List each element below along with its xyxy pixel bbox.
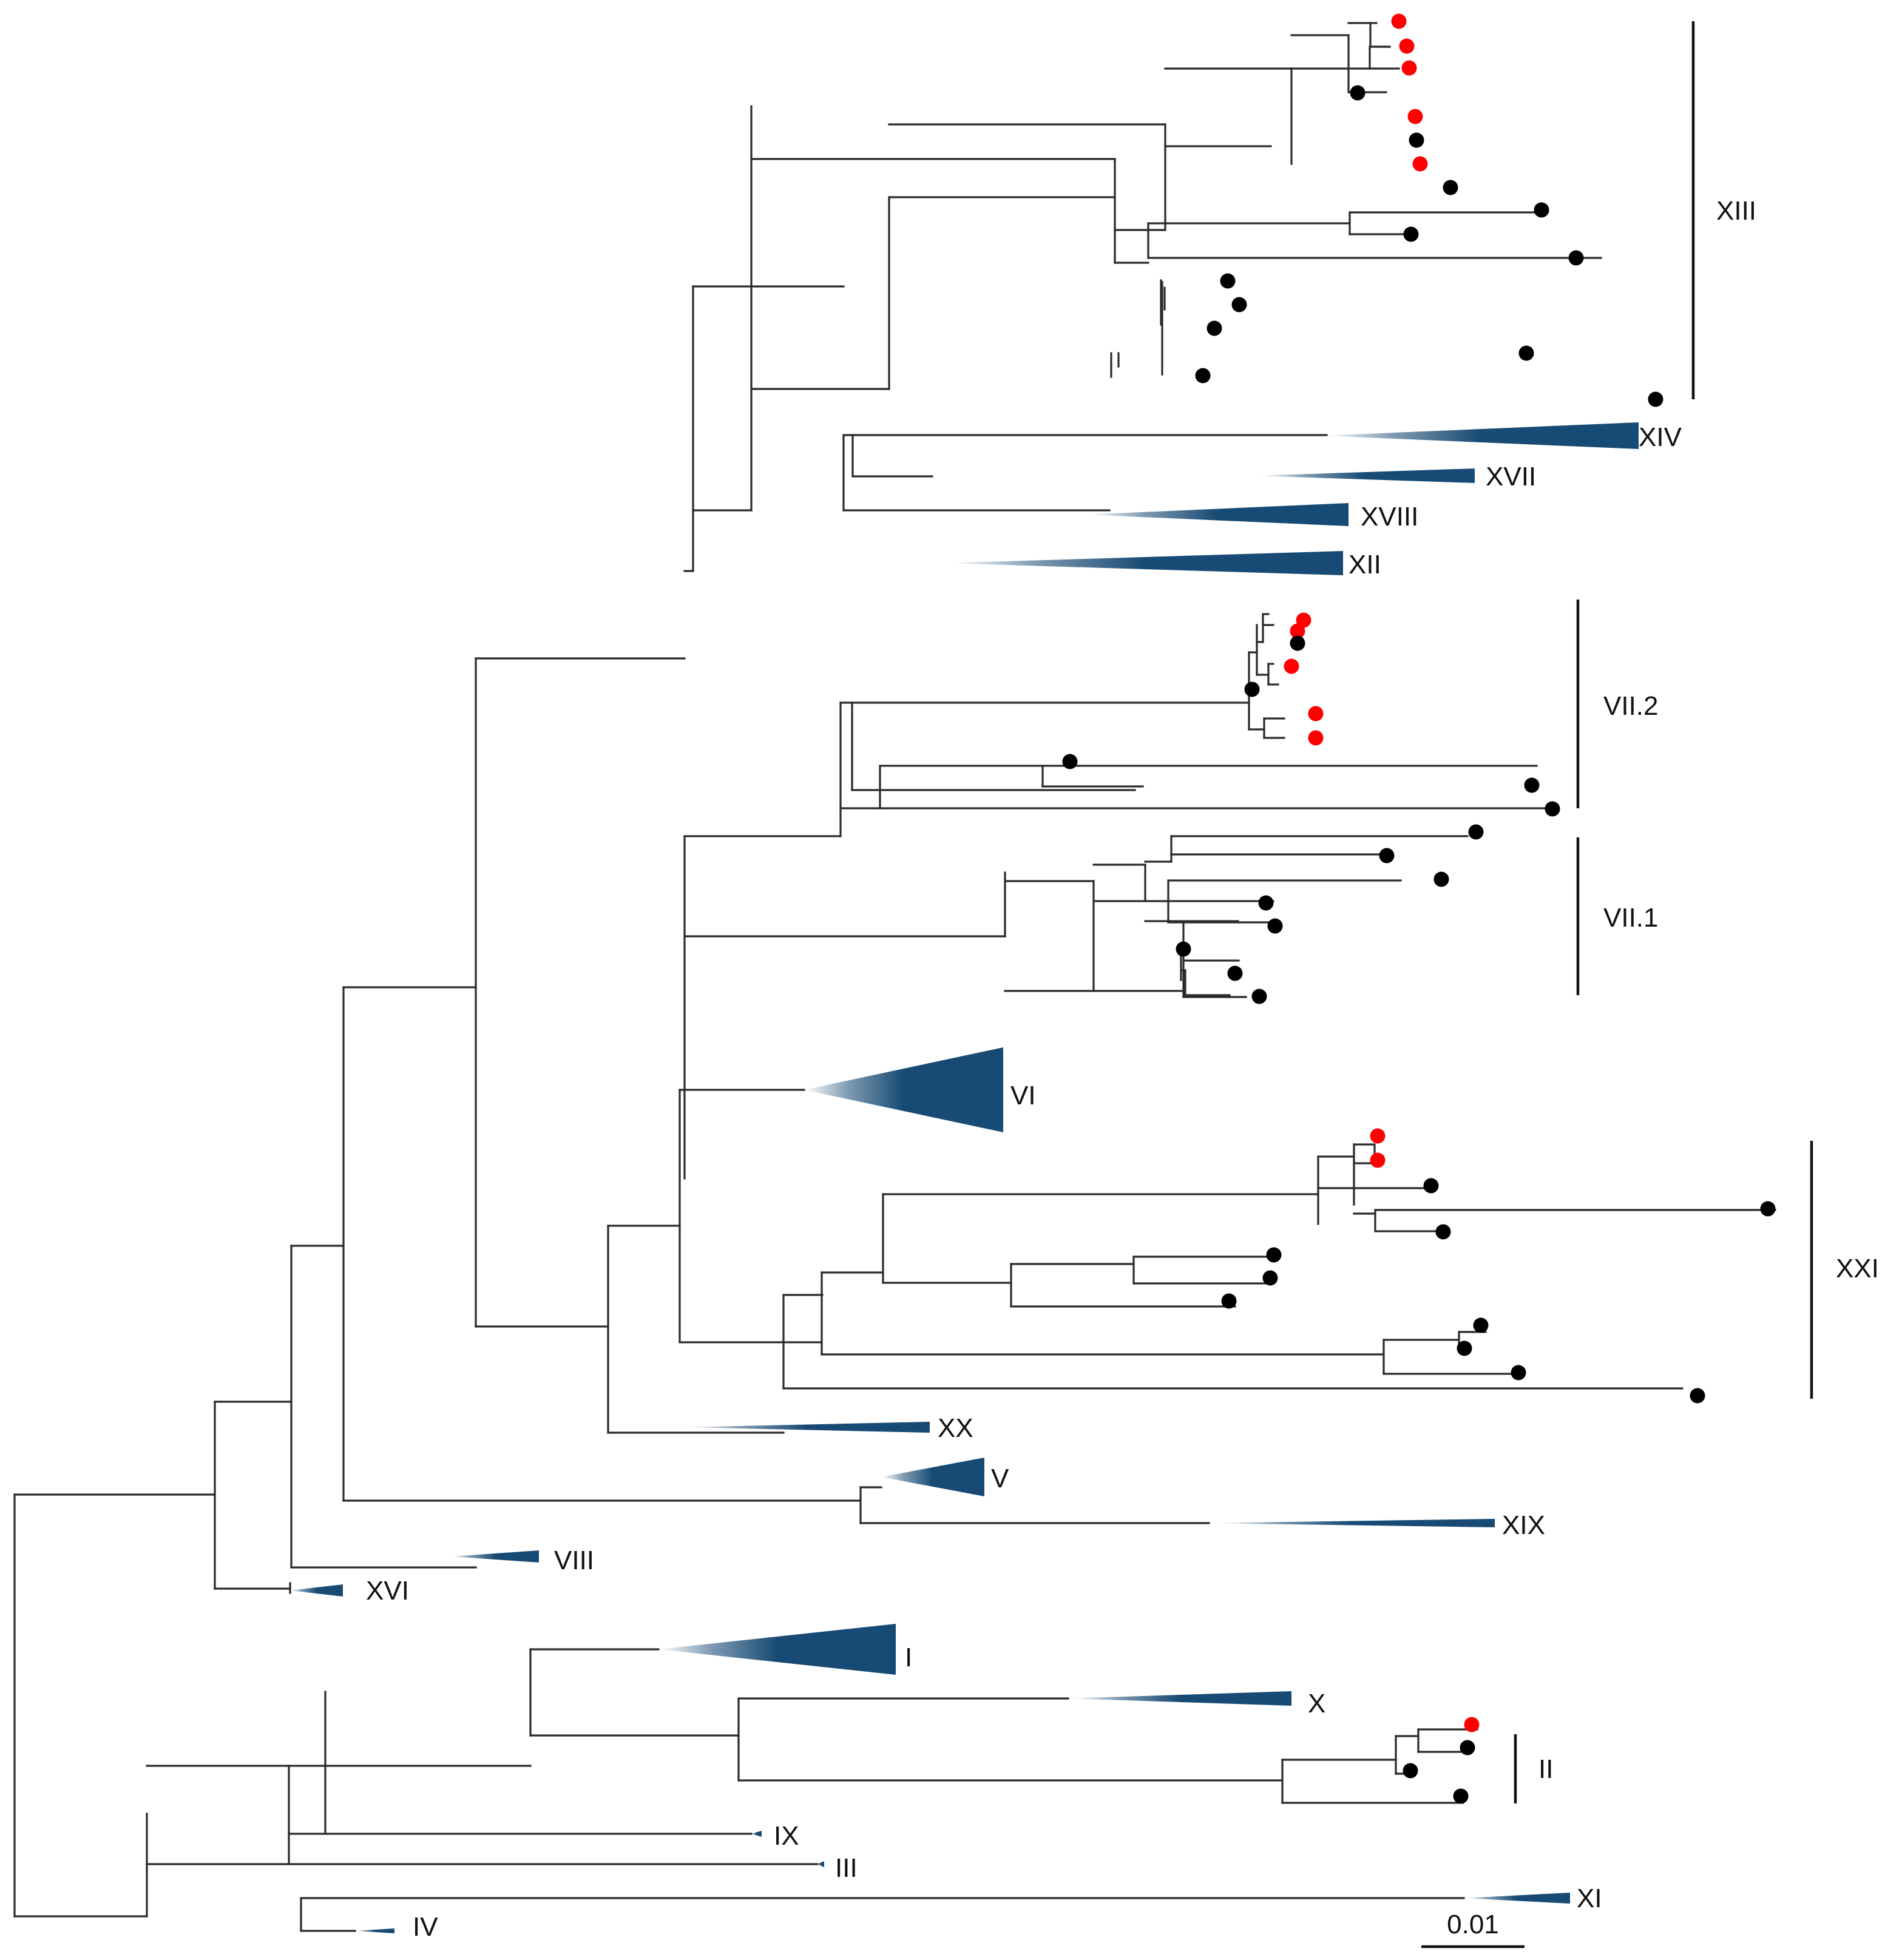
- clade-triangle-xii: [947, 551, 1343, 575]
- tip-marker-black: [1062, 754, 1078, 769]
- tip-marker-black: [1468, 824, 1484, 840]
- tip-marker-black: [1262, 1270, 1278, 1286]
- tip-marker-black: [1258, 895, 1274, 911]
- tip-marker-black: [1231, 297, 1247, 313]
- clade-triangle-xviii: [1086, 503, 1349, 526]
- clade-triangle-xiv: [1323, 422, 1639, 449]
- tip-marker-black: [1460, 1740, 1475, 1756]
- tip-marker-black: [1524, 777, 1540, 793]
- tip-marker-black: [1568, 250, 1584, 266]
- tip-marker-black: [1251, 988, 1267, 1004]
- tip-marker-black: [1176, 941, 1191, 957]
- tip-marker-red: [1370, 1152, 1386, 1168]
- clade-triangle-v: [881, 1458, 984, 1496]
- clade-label-xi: XI: [1577, 1884, 1602, 1913]
- tip-marker-black: [1403, 226, 1419, 242]
- clade-label-xiii: XIII: [1716, 196, 1756, 226]
- tip-marker-red: [1464, 1717, 1480, 1732]
- clade-label-vii-1: VII.1: [1603, 903, 1659, 933]
- tip-marker-black: [1457, 1340, 1472, 1356]
- tip-marker-black: [1206, 320, 1222, 336]
- tip-marker-black: [1433, 871, 1449, 887]
- clade-triangle-xvii: [1256, 468, 1475, 483]
- tip-marker-black: [1227, 965, 1243, 981]
- clade-label-xx: XX: [938, 1413, 973, 1443]
- collapsed-clades: [290, 422, 1639, 1933]
- clade-label-xviii: XVIII: [1361, 502, 1418, 532]
- clade-triangle-vi: [804, 1047, 1003, 1132]
- tip-marker-red: [1412, 156, 1428, 172]
- tip-marker-black: [1403, 1763, 1418, 1779]
- tip-marker-black: [1220, 273, 1236, 289]
- tip-marker-black: [1244, 681, 1260, 697]
- tip-marker-red: [1407, 109, 1423, 124]
- clade-label-v: V: [991, 1464, 1009, 1493]
- clade-triangle-viii: [451, 1550, 539, 1563]
- clade-label-ii: II: [1538, 1754, 1553, 1784]
- tip-marker-black: [1760, 1201, 1776, 1217]
- tip-marker-black: [1545, 801, 1560, 817]
- clade-label-xix: XIX: [1502, 1510, 1545, 1540]
- tip-marker-black: [1266, 1247, 1282, 1263]
- clade-label-xvii: XVII: [1486, 462, 1536, 492]
- tip-marker-black: [1423, 1178, 1439, 1194]
- tip-marker-red: [1296, 612, 1311, 628]
- clade-triangle-x: [1068, 1691, 1291, 1706]
- clade-label-xii: XII: [1349, 550, 1381, 580]
- tip-marker-black: [1453, 1788, 1469, 1804]
- tip-marker-red: [1308, 730, 1324, 746]
- scale-bar: 0.01: [1421, 1910, 1525, 1948]
- clade-label-i: I: [905, 1643, 912, 1672]
- clade-label-x: X: [1308, 1689, 1325, 1718]
- tip-marker-black: [1267, 918, 1283, 934]
- clade-triangle-iii: [817, 1861, 824, 1867]
- clade-label-vii-2: VII.2: [1603, 691, 1659, 721]
- tip-marker-red: [1391, 13, 1407, 29]
- clade-label-xxi: XXI: [1836, 1254, 1879, 1283]
- tip-marker-black: [1195, 368, 1211, 384]
- tip-marker-black: [1379, 848, 1395, 863]
- clade-triangle-xx: [685, 1422, 930, 1433]
- clade-triangle-xvi: [290, 1584, 343, 1597]
- tip-marker-red: [1401, 60, 1417, 76]
- tip-marker-red: [1284, 658, 1299, 674]
- tip-marker-black: [1435, 1224, 1451, 1240]
- scale-bar-label: 0.01: [1447, 1910, 1499, 1939]
- clade-label-ix: IX: [774, 1821, 799, 1851]
- tip-marker-black: [1350, 85, 1366, 101]
- tip-marker-red: [1370, 1128, 1386, 1144]
- clade-label-iii: III: [835, 1853, 858, 1883]
- tip-marker-black: [1443, 180, 1458, 195]
- tip-marker-black: [1518, 345, 1534, 361]
- tip-marker-black: [1534, 202, 1549, 218]
- tip-marker-black: [1473, 1317, 1489, 1333]
- clade-triangle-iv: [355, 1928, 394, 1933]
- tip-marker-black: [1290, 635, 1305, 651]
- tip-markers: [1062, 13, 1776, 1804]
- tip-marker-red: [1308, 706, 1324, 721]
- clade-label-xvi: XVI: [366, 1576, 409, 1606]
- clade-triangle-xix: [1209, 1519, 1495, 1527]
- clade-label-vi: VI: [1010, 1081, 1036, 1110]
- tip-marker-black: [1511, 1365, 1526, 1380]
- clade-triangle-xi: [1464, 1893, 1570, 1904]
- tip-marker-black: [1690, 1388, 1705, 1404]
- tip-marker-black: [1648, 391, 1663, 407]
- tip-marker-black: [1409, 132, 1424, 148]
- clade-triangle-ix: [751, 1831, 762, 1837]
- tip-marker-red: [1399, 38, 1415, 54]
- clade-label-iv: IV: [413, 1912, 438, 1942]
- clade-label-viii: VIII: [554, 1546, 594, 1575]
- clade-label-xiv: XIV: [1639, 422, 1682, 452]
- tip-marker-black: [1221, 1293, 1237, 1309]
- clade-triangle-i: [658, 1624, 896, 1675]
